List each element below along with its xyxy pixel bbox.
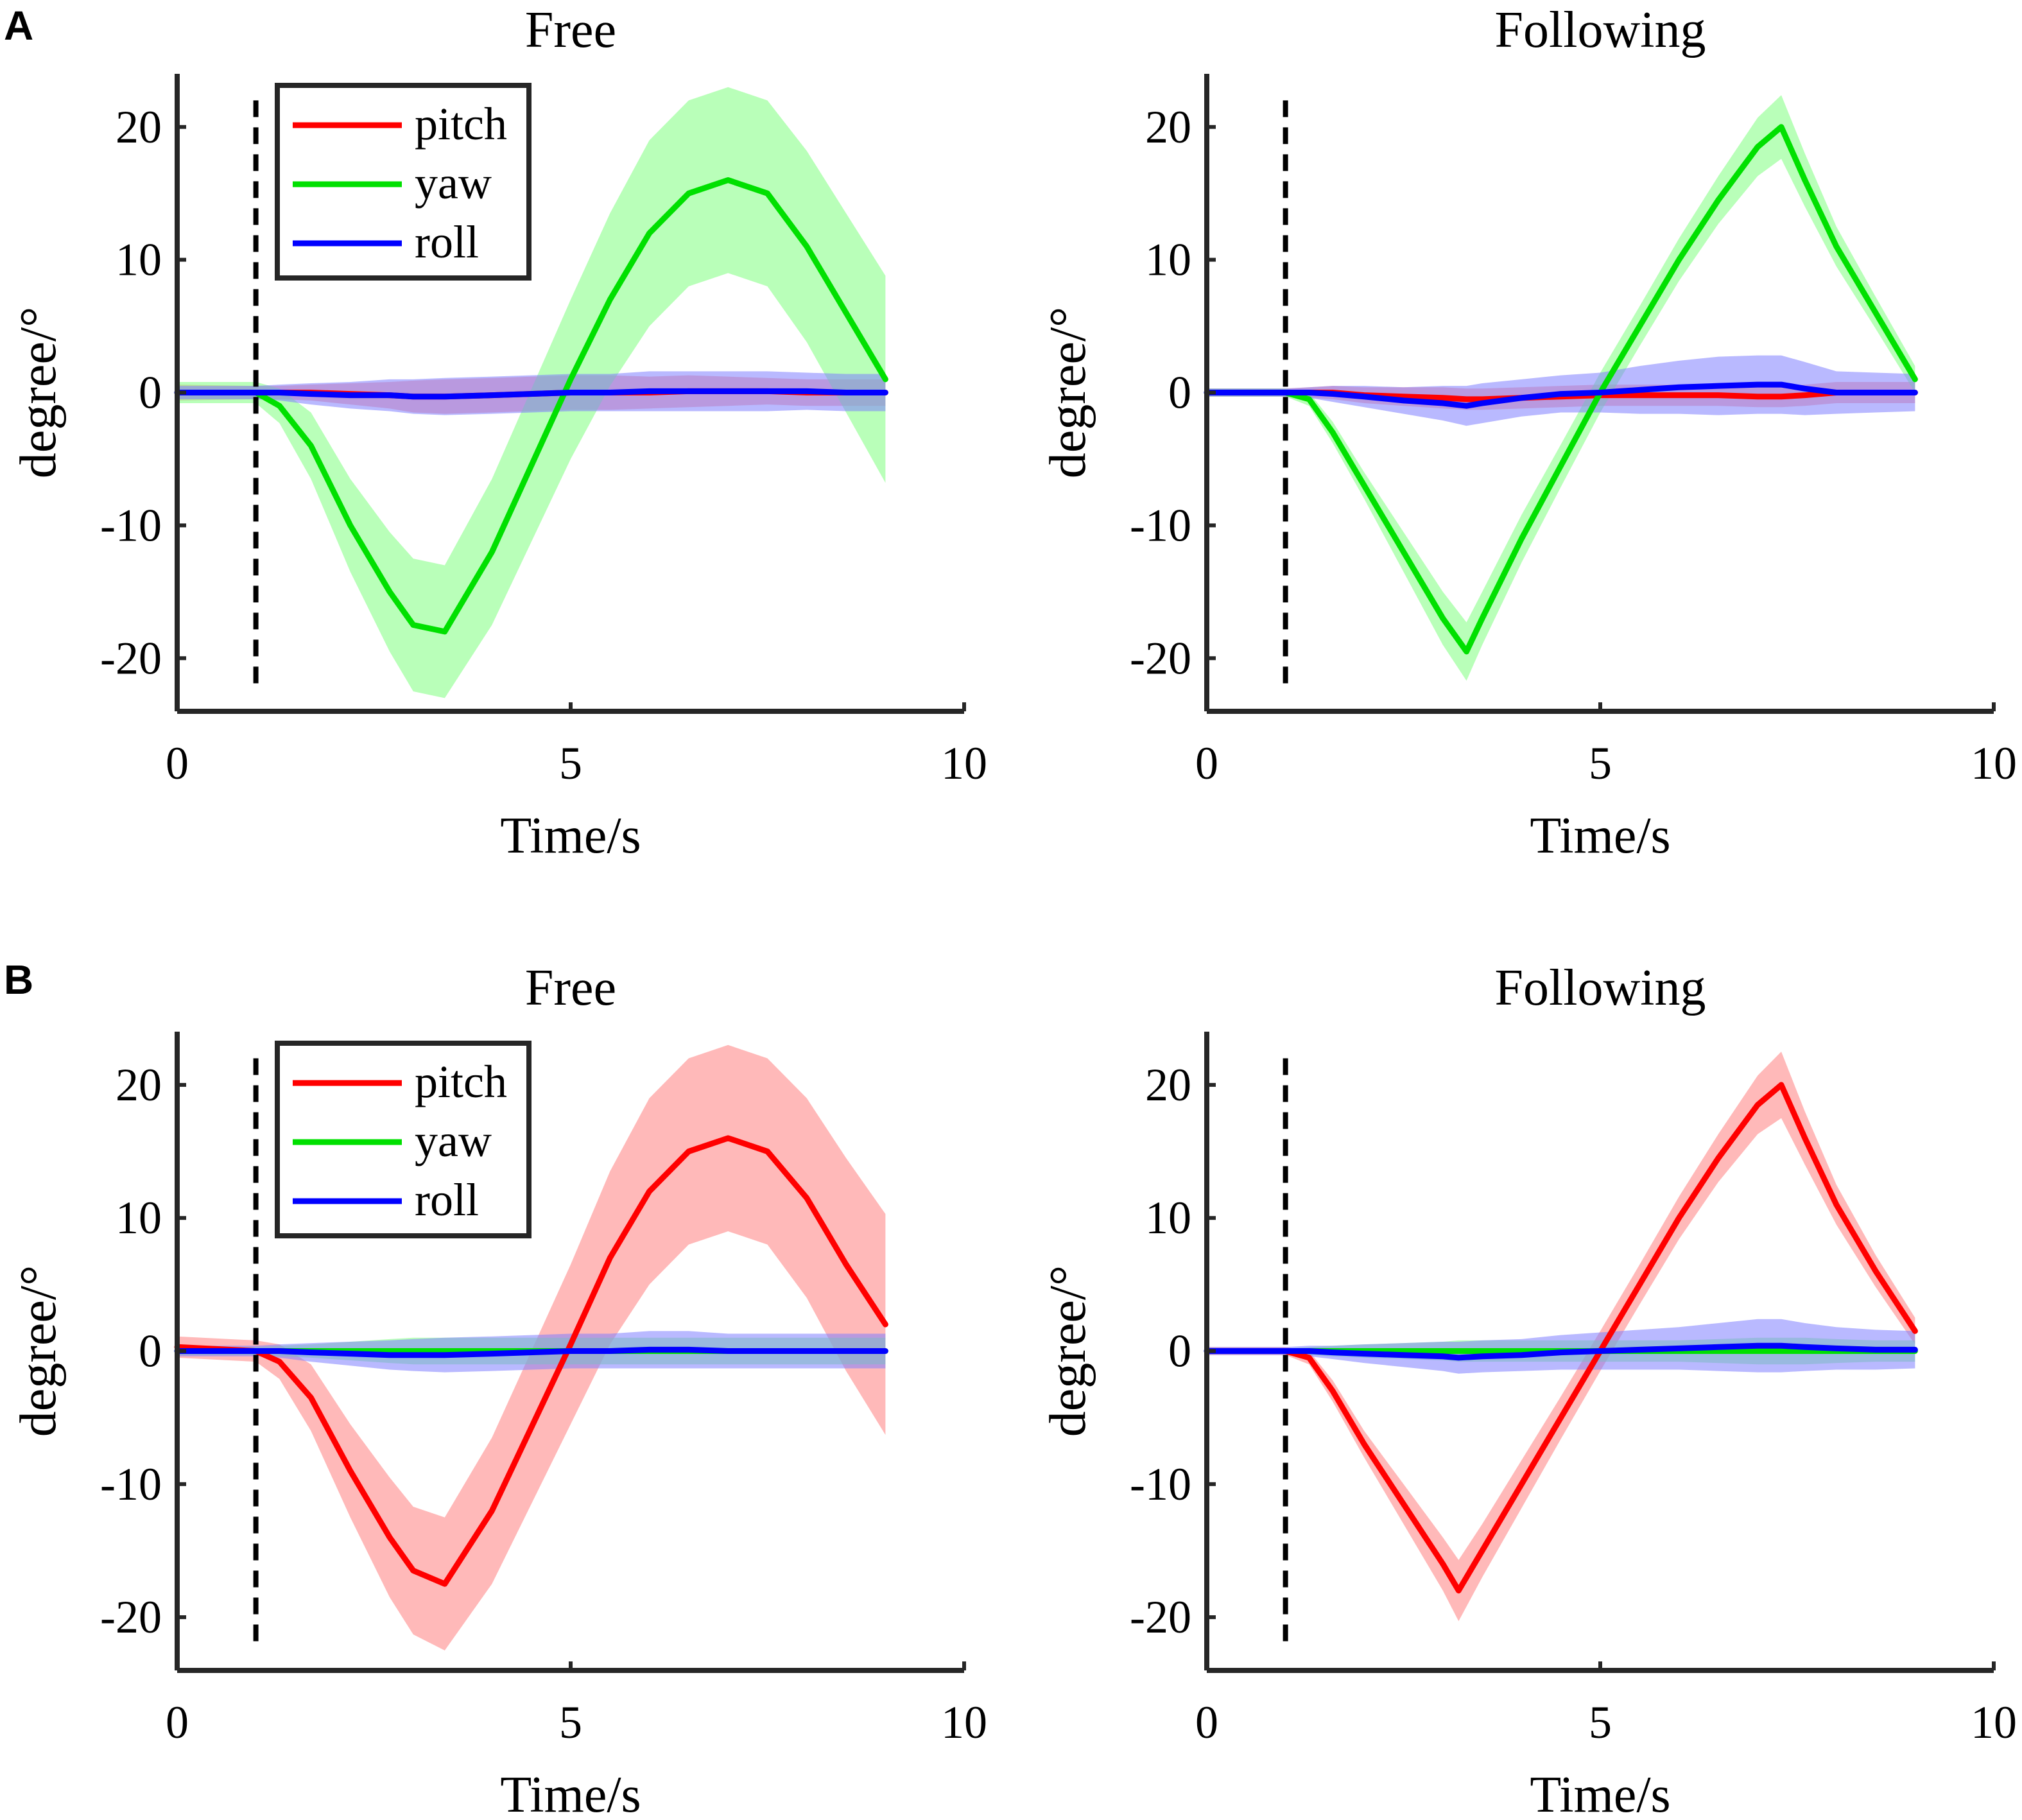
x-tick-label: 0 xyxy=(166,738,189,789)
y-tick-label: -20 xyxy=(100,1591,162,1643)
x-tick-label: 5 xyxy=(1589,1697,1612,1748)
x-tick-label: 10 xyxy=(941,1697,987,1748)
band-yaw xyxy=(1207,95,1915,681)
panel-letter-a: A xyxy=(4,3,33,49)
legend: pitch yaw roll xyxy=(275,83,531,281)
legend-label-yaw: yaw xyxy=(415,1115,492,1166)
panel-letter-b: B xyxy=(4,957,33,1003)
chart-title: Free xyxy=(525,960,616,1016)
y-tick-label: 20 xyxy=(116,1059,162,1111)
y-tick-label: 10 xyxy=(1145,1192,1191,1244)
series-line-roll xyxy=(174,1346,888,1358)
band-roll xyxy=(1207,355,1915,426)
legend-label-roll: roll xyxy=(415,1174,479,1226)
legend-label-pitch: pitch xyxy=(415,98,507,150)
x-tick-label: 10 xyxy=(1971,738,2017,789)
series-line-roll xyxy=(1204,1342,1918,1361)
x-tick-label: 5 xyxy=(559,1697,582,1748)
series-line-roll xyxy=(1204,381,1918,409)
x-axis-label: Time/s xyxy=(500,808,641,864)
chart-1: Following 0 5 10 20 10 0 -10 -20 Time/s degree/° xyxy=(1040,2,2017,864)
y-tick-label: 20 xyxy=(1145,101,1191,153)
y-tick-label: -10 xyxy=(1130,499,1191,551)
chart-0: Free 0 5 10 20 10 0 -10 -20 Time/s degree/° pitch ya… xyxy=(10,2,987,864)
y-tick-label: 20 xyxy=(116,101,162,153)
legend-label-roll: roll xyxy=(415,216,479,268)
x-tick-label: 5 xyxy=(1589,738,1612,789)
y-axis-label: degree/° xyxy=(10,307,67,478)
series-line-yaw xyxy=(174,177,888,635)
y-tick-label: -20 xyxy=(1130,1591,1191,1643)
y-axis-label: degree/° xyxy=(10,1265,67,1437)
y-tick-label: 10 xyxy=(116,234,162,286)
y-tick-label: -20 xyxy=(100,632,162,684)
y-tick-label: 0 xyxy=(1168,367,1191,419)
legend-label-yaw: yaw xyxy=(415,157,492,209)
y-tick-label: -10 xyxy=(1130,1459,1191,1510)
x-tick-label: 10 xyxy=(1971,1697,2017,1748)
band-roll xyxy=(1207,1319,1915,1374)
x-tick-label: 5 xyxy=(559,738,582,789)
y-tick-label: -10 xyxy=(100,1459,162,1510)
series-line-pitch xyxy=(1204,1082,1918,1594)
band-pitch xyxy=(177,1044,886,1651)
legend-label-pitch: pitch xyxy=(415,1056,507,1107)
x-tick-label: 0 xyxy=(166,1697,189,1748)
series-line-pitch xyxy=(174,1135,888,1587)
y-tick-label: -20 xyxy=(1130,632,1191,684)
x-tick-label: 0 xyxy=(1195,738,1218,789)
y-tick-label: 0 xyxy=(139,367,162,419)
x-tick-label: 0 xyxy=(1195,1697,1218,1748)
y-tick-label: 0 xyxy=(139,1326,162,1377)
y-tick-label: -10 xyxy=(100,499,162,551)
chart-title: Following xyxy=(1495,960,1706,1016)
chart-3: Following 0 5 10 20 10 0 -10 -20 Time/s degree/° xyxy=(1040,960,2017,1820)
legend: pitch yaw roll xyxy=(275,1041,531,1238)
series-line-roll xyxy=(174,388,888,400)
y-tick-label: 10 xyxy=(1145,234,1191,286)
chart-title: Free xyxy=(525,2,616,58)
series-line-yaw xyxy=(1204,124,1918,655)
x-axis-label: Time/s xyxy=(1530,808,1670,864)
x-axis-label: Time/s xyxy=(500,1767,641,1820)
y-axis-label: degree/° xyxy=(1040,307,1096,478)
y-axis-label: degree/° xyxy=(1040,1265,1096,1437)
x-axis-label: Time/s xyxy=(1530,1767,1670,1820)
x-tick-label: 10 xyxy=(941,738,987,789)
y-tick-label: 0 xyxy=(1168,1326,1191,1377)
y-tick-label: 10 xyxy=(116,1192,162,1244)
charts: Free 0 5 10 20 10 0 -10 -20 Time/s degree/° pitch ya… xyxy=(10,2,2017,1820)
y-tick-label: 20 xyxy=(1145,1059,1191,1111)
chart-2: Free 0 5 10 20 10 0 -10 -20 Time/s degree/° pitch ya… xyxy=(10,960,987,1820)
chart-title: Following xyxy=(1495,2,1706,58)
